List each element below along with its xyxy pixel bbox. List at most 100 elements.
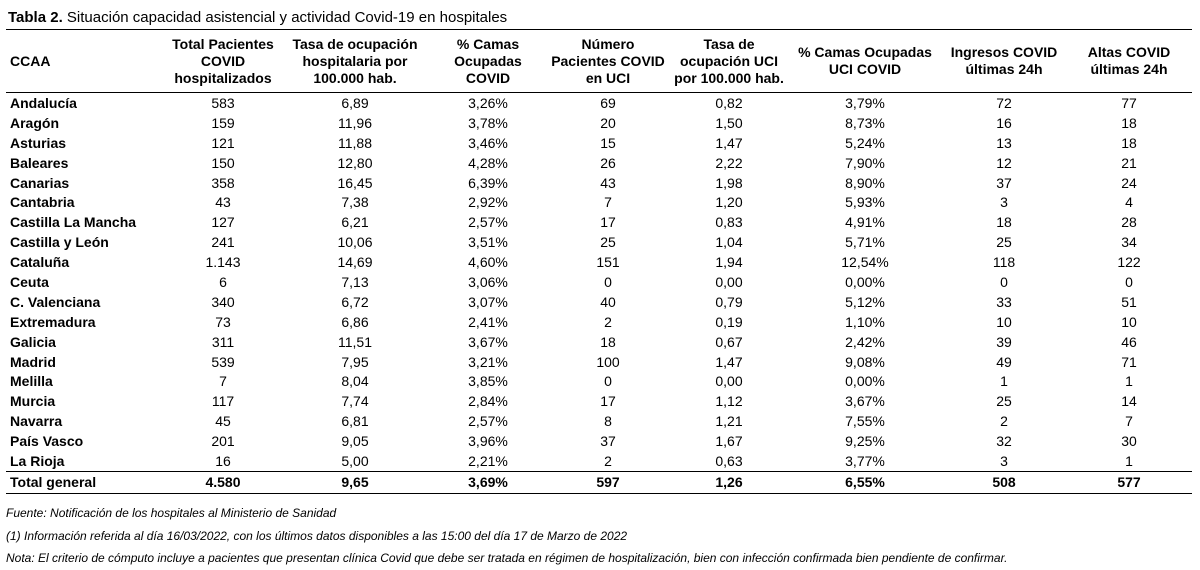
table-row: Aragón 159 11,96 3,78% 20 1,50 8,73% 16 18 — [6, 113, 1192, 133]
table-cell: 201 — [211, 433, 235, 450]
table-cell: 9,25% — [845, 433, 885, 450]
table-cell: 21 — [1121, 154, 1137, 171]
header-ccaa: CCAA — [6, 29, 166, 93]
table-cell: 39 — [996, 333, 1012, 350]
table-cell: 45 — [215, 413, 231, 430]
table-cell: 2,21% — [468, 452, 508, 469]
table-cell: 0 — [604, 373, 612, 390]
table-cell: 3,26% — [468, 94, 508, 111]
table-cell: 0,67 — [715, 333, 743, 350]
table-cell: 4,28% — [468, 154, 508, 171]
table-cell: 17 — [600, 393, 616, 410]
table-cell: 16 — [996, 114, 1012, 131]
table-cell: 0 — [1000, 273, 1008, 290]
total-cell: 6,55% — [788, 470, 942, 494]
table-cell: 340 — [211, 293, 235, 310]
table-cell: 7,74 — [341, 393, 369, 410]
table-cell: 7 — [1125, 413, 1133, 430]
table-cell: 7,13 — [341, 273, 369, 290]
table-cell: 77 — [1121, 94, 1137, 111]
table-cell: 0,19 — [715, 313, 743, 330]
table-row: Melilla 7 8,04 3,85% 0 0,00 0,00% 1 1 — [6, 371, 1192, 391]
table-cell: 72 — [996, 94, 1012, 111]
table-cell: 5,00 — [341, 452, 369, 469]
table-cell: 28 — [1121, 214, 1137, 231]
table-cell: 3,21% — [468, 353, 508, 370]
table-cell: 30 — [1121, 433, 1137, 450]
table-cell: 1,98 — [715, 174, 743, 191]
table-cell: 3,67% — [845, 393, 885, 410]
table-cell: 1,04 — [715, 234, 743, 251]
table-cell: 37 — [996, 174, 1012, 191]
table-cell: 118 — [992, 254, 1016, 271]
table-cell: 15 — [600, 134, 616, 151]
table-cell: 1 — [1125, 373, 1133, 390]
table-row: País Vasco 201 9,05 3,96% 37 1,67 9,25% 32 30 — [6, 431, 1192, 451]
table-cell: 3,78% — [468, 114, 508, 131]
table-cell: 11,51 — [338, 333, 372, 350]
table-cell: 12 — [996, 154, 1012, 171]
table-cell: 71 — [1121, 353, 1137, 370]
table-cell: 12,80 — [337, 154, 373, 171]
table-cell: 0,00 — [715, 273, 743, 290]
table-cell: 40 — [600, 293, 616, 310]
table-cell: 16 — [215, 452, 231, 469]
table-cell: 51 — [1121, 293, 1137, 310]
table-cell: 2,92% — [468, 194, 508, 211]
header-tasa-ocupacion-uci: Tasa de ocupación UCI por 100.000 hab. — [670, 29, 788, 93]
table-cell: 6,39% — [468, 174, 508, 191]
table-cell: 25 — [996, 234, 1012, 251]
table-cell: 11,96 — [338, 114, 372, 131]
table-row: Navarra 45 6,81 2,57% 8 1,21 7,55% 2 7 — [6, 411, 1192, 431]
table-cell: 0,79 — [715, 293, 743, 310]
total-cell: 3,69% — [430, 470, 546, 494]
table-cell: 14 — [1121, 393, 1137, 410]
table-title-prefix: Tabla 2. — [8, 9, 63, 26]
table-cell: 10 — [1121, 313, 1137, 330]
table-cell: 159 — [211, 114, 235, 131]
total-cell: 9,65 — [280, 470, 430, 494]
table-cell: 1 — [1125, 452, 1133, 469]
total-cell: 577 — [1066, 470, 1192, 494]
table-cell: 5,93% — [845, 194, 885, 211]
table-cell: 69 — [600, 94, 616, 111]
region-name: Murcia — [10, 393, 56, 410]
table-row: Baleares 150 12,80 4,28% 26 2,22 7,90% 12 21 — [6, 153, 1192, 173]
table-cell: 3,85% — [468, 373, 508, 390]
table-cell: 6,72 — [341, 293, 369, 310]
table-cell: 0 — [604, 273, 612, 290]
table-cell: 7 — [219, 373, 227, 390]
table-cell: 7 — [604, 194, 612, 211]
hospital-capacity-table: CCAA Total Pacientes COVID hospitalizado… — [6, 29, 1192, 494]
region-name: Andalucía — [10, 94, 77, 111]
table-cell: 24 — [1121, 174, 1137, 191]
table-cell: 10,06 — [337, 234, 373, 251]
table-body: Andalucía 583 6,89 3,26% 69 0,82 3,79% 72 77 Arag… — [6, 93, 1192, 472]
table-cell: 6,81 — [341, 413, 369, 430]
table-cell: 0,00% — [845, 273, 885, 290]
table-cell: 73 — [215, 313, 231, 330]
table-cell: 3,51% — [468, 234, 508, 251]
region-name: Melilla — [10, 373, 53, 390]
table-cell: 583 — [211, 94, 235, 111]
table-cell: 25 — [996, 393, 1012, 410]
table-cell: 26 — [600, 154, 616, 171]
table-row: Andalucía 583 6,89 3,26% 69 0,82 3,79% 72 77 — [6, 93, 1192, 113]
region-name: Ceuta — [10, 273, 49, 290]
table-cell: 2,57% — [468, 214, 508, 231]
table-cell: 3,07% — [468, 293, 508, 310]
table-cell: 3,06% — [468, 273, 508, 290]
table-cell: 5,71% — [845, 234, 885, 251]
table-title: Tabla 2. Situación capacidad asistencial… — [8, 8, 507, 28]
table-cell: 4,60% — [468, 254, 508, 271]
table-cell: 100 — [596, 353, 620, 370]
table-cell: 18 — [996, 214, 1012, 231]
table-cell: 9,05 — [341, 433, 369, 450]
table-row: Extremadura 73 6,86 2,41% 2 0,19 1,10% 10 10 — [6, 312, 1192, 332]
region-name: Castilla La Mancha — [10, 214, 137, 231]
criteria-note: Nota: El criterio de cómputo incluye a p… — [6, 551, 1008, 565]
table-cell: 32 — [996, 433, 1012, 450]
table-cell: 1,47 — [715, 134, 743, 151]
total-cell: 4.580 — [166, 470, 280, 494]
